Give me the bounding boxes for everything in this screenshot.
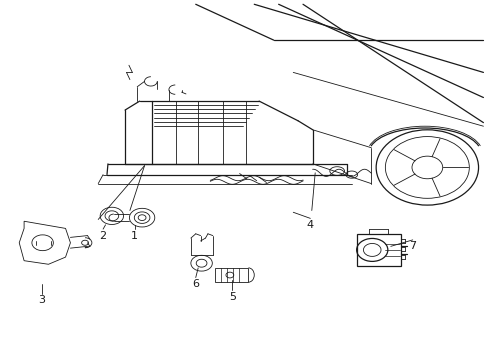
Text: 3: 3 bbox=[39, 295, 45, 305]
Bar bbox=[215, 268, 248, 282]
Bar bbox=[356, 234, 400, 266]
Text: 6: 6 bbox=[192, 279, 199, 289]
Text: 1: 1 bbox=[131, 231, 138, 240]
Text: 5: 5 bbox=[228, 292, 235, 302]
Text: 7: 7 bbox=[408, 241, 415, 251]
Text: 2: 2 bbox=[100, 231, 106, 240]
Text: 4: 4 bbox=[306, 220, 313, 230]
